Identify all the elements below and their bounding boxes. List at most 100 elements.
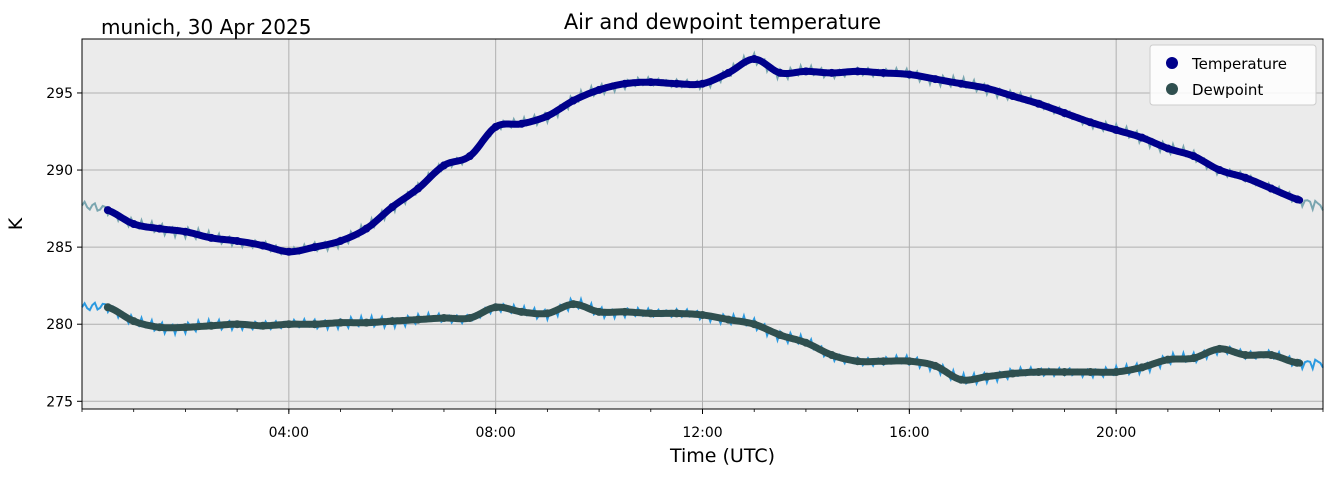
data-point-dewpoint (1241, 351, 1250, 360)
data-point-temperature (801, 67, 810, 76)
y-axis-label: K (5, 217, 27, 230)
data-point-temperature (595, 85, 604, 94)
data-point-temperature (1008, 92, 1017, 101)
data-point-dewpoint (724, 315, 733, 324)
data-point-dewpoint (1189, 354, 1198, 363)
data-point-dewpoint (698, 310, 707, 319)
data-point-dewpoint (957, 375, 966, 384)
data-point-temperature (750, 55, 759, 64)
data-point-dewpoint (1138, 363, 1147, 372)
data-point-dewpoint (1060, 368, 1069, 376)
data-point-temperature (724, 68, 733, 77)
data-point-dewpoint (1086, 368, 1095, 376)
data-point-temperature (129, 220, 138, 228)
data-point-dewpoint (1034, 368, 1043, 376)
data-point-dewpoint (362, 318, 371, 327)
data-point-temperature (233, 236, 242, 245)
data-point-dewpoint (439, 314, 448, 323)
data-point-dewpoint (595, 307, 604, 316)
grid-lines (82, 39, 1323, 409)
data-point-dewpoint (827, 351, 836, 360)
legend-marker-dewpoint (1166, 83, 1178, 95)
x-tick-label: 16:00 (889, 425, 929, 441)
data-point-dewpoint (750, 320, 759, 329)
data-point-dewpoint (129, 317, 138, 326)
data-point-temperature (103, 206, 112, 215)
x-tick-label: 04:00 (269, 425, 309, 441)
y-tick-label: 290 (46, 163, 73, 179)
legend-label-temperature: Temperature (1191, 55, 1287, 73)
data-point-temperature (1241, 173, 1250, 182)
data-point-temperature (931, 75, 940, 84)
data-point-temperature (620, 79, 629, 88)
data-point-temperature (1034, 99, 1043, 108)
data-point-temperature (181, 227, 190, 236)
y-tick-label: 295 (46, 86, 73, 102)
data-point-temperature (1189, 152, 1198, 161)
data-point-dewpoint (672, 309, 681, 318)
data-point-dewpoint (336, 318, 345, 327)
data-point-dewpoint (103, 303, 112, 312)
data-point-temperature (465, 152, 474, 161)
data-point-temperature (362, 224, 371, 233)
data-point-temperature (957, 79, 966, 88)
data-point-dewpoint (258, 321, 267, 330)
data-point-temperature (258, 241, 267, 250)
data-point-dewpoint (1215, 344, 1224, 353)
data-point-dewpoint (646, 309, 655, 318)
x-tick-label: 08:00 (475, 425, 515, 441)
data-point-temperature (646, 78, 655, 87)
data-point-dewpoint (801, 338, 810, 347)
data-point-dewpoint (931, 361, 940, 370)
legend-label-dewpoint: Dewpoint (1192, 81, 1263, 99)
data-point-dewpoint (620, 307, 629, 316)
data-point-dewpoint (1293, 358, 1302, 367)
data-point-temperature (155, 224, 164, 233)
x-tick-label: 12:00 (682, 425, 722, 441)
data-point-dewpoint (155, 323, 164, 332)
data-point-dewpoint (1267, 351, 1276, 360)
data-point-dewpoint (569, 300, 578, 309)
data-point-dewpoint (982, 372, 991, 381)
series-lines (103, 55, 1304, 384)
data-point-temperature (543, 112, 552, 121)
data-point-temperature (905, 70, 914, 79)
data-point-temperature (879, 68, 888, 77)
y-tick-label: 275 (46, 394, 73, 410)
data-point-dewpoint (207, 321, 216, 330)
data-point-dewpoint (233, 320, 242, 329)
data-point-temperature (1163, 144, 1172, 153)
data-point-temperature (491, 122, 500, 131)
data-point-temperature (672, 79, 681, 88)
data-point-temperature (388, 203, 397, 212)
data-point-dewpoint (388, 317, 397, 326)
y-tick-label: 280 (46, 317, 73, 333)
data-point-temperature (853, 67, 862, 76)
data-point-temperature (310, 243, 319, 252)
data-point-temperature (827, 68, 836, 77)
data-point-dewpoint (414, 315, 423, 324)
data-point-dewpoint (853, 357, 862, 366)
data-point-temperature (1112, 125, 1121, 134)
legend-box (1149, 44, 1317, 106)
legend-marker-temperature (1166, 57, 1178, 69)
data-point-temperature (1215, 166, 1224, 175)
data-point-temperature (569, 96, 578, 105)
data-point-dewpoint (1008, 369, 1017, 378)
axis-ticks: 04:00 08:00 12:00 16:00 20:00 275 280 285 290 295 (46, 86, 1324, 441)
data-point-temperature (698, 79, 707, 88)
legend: Temperature Dewpoint (1149, 44, 1317, 106)
data-point-dewpoint (879, 357, 888, 366)
data-point-dewpoint (491, 303, 500, 312)
data-point-dewpoint (905, 357, 914, 366)
chart-title: Air and dewpoint temperature (564, 10, 881, 34)
data-point-temperature (776, 68, 785, 77)
data-point-dewpoint (1112, 368, 1121, 376)
data-point-dewpoint (310, 320, 319, 329)
data-point-temperature (336, 236, 345, 245)
data-point-temperature (517, 119, 526, 128)
data-point-temperature (1267, 184, 1276, 193)
data-point-temperature (1086, 118, 1095, 127)
data-point-temperature (207, 233, 216, 242)
